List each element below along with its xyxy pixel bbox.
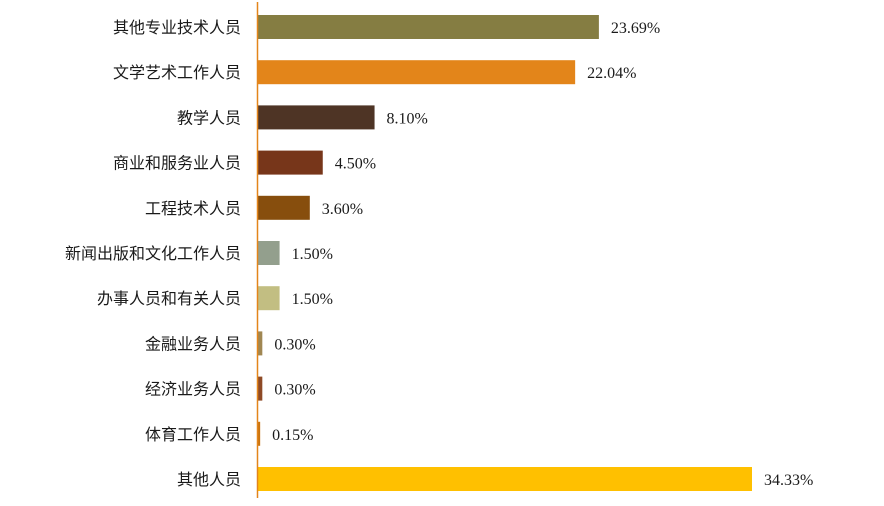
value-label: 0.15% bbox=[272, 427, 313, 444]
bar bbox=[258, 150, 323, 175]
category-label: 文学艺术工作人员 bbox=[113, 63, 241, 82]
bar bbox=[258, 467, 752, 491]
bar bbox=[258, 195, 310, 220]
bar bbox=[258, 331, 263, 356]
category-label: 其他专业技术人员 bbox=[113, 18, 241, 37]
value-label: 0.30% bbox=[274, 336, 315, 353]
category-label: 工程技术人员 bbox=[145, 199, 241, 218]
category-label: 金融业务人员 bbox=[145, 334, 241, 353]
bars-group bbox=[258, 15, 752, 491]
value-labels: 23.69% 22.04% 8.10% 4.50% 3.60% 1.50% 1.50% 0.3… bbox=[272, 20, 813, 489]
category-label: 办事人员和有关人员 bbox=[97, 289, 241, 308]
value-label: 22.04% bbox=[587, 65, 636, 82]
bar bbox=[258, 421, 261, 446]
value-label: 34.33% bbox=[764, 472, 813, 489]
bar bbox=[258, 286, 280, 311]
category-label: 商业和服务业人员 bbox=[113, 154, 241, 173]
bar bbox=[258, 15, 599, 39]
bar bbox=[258, 60, 576, 85]
value-label: 4.50% bbox=[335, 156, 376, 173]
category-label: 经济业务人员 bbox=[145, 380, 241, 399]
value-label: 0.30% bbox=[274, 382, 315, 399]
bar bbox=[258, 105, 375, 130]
value-label: 23.69% bbox=[611, 20, 660, 37]
value-label: 3.60% bbox=[322, 201, 363, 218]
value-label: 1.50% bbox=[292, 246, 333, 263]
bar bbox=[258, 241, 280, 265]
value-label: 8.10% bbox=[387, 110, 428, 127]
category-labels: 其他专业技术人员文学艺术工作人员教学人员商业和服务业人员工程技术人员新闻出版和文… bbox=[65, 18, 241, 489]
category-label: 体育工作人员 bbox=[145, 425, 241, 444]
value-label: 1.50% bbox=[292, 291, 333, 308]
category-label: 其他人员 bbox=[177, 470, 241, 489]
category-label: 新闻出版和文化工作人员 bbox=[65, 244, 241, 263]
category-label: 教学人员 bbox=[177, 108, 241, 127]
bar bbox=[258, 376, 263, 401]
